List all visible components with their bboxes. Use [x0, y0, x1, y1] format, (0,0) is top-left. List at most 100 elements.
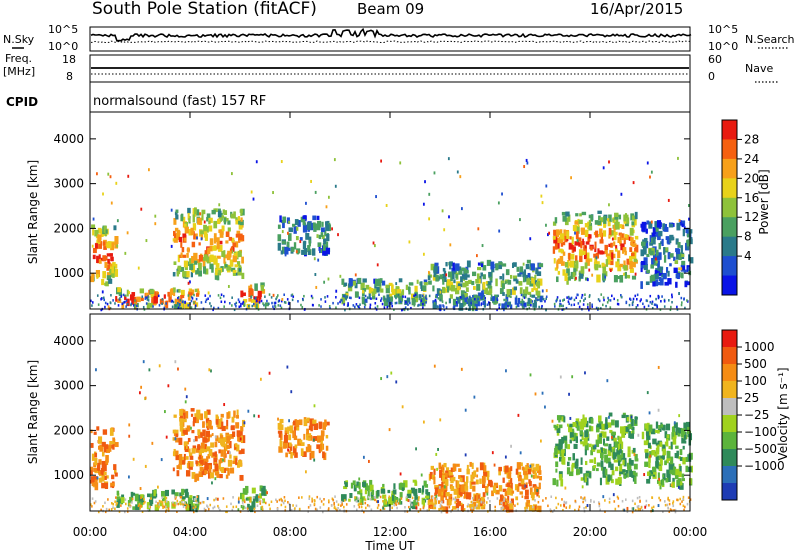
echo-cell: [539, 475, 543, 481]
echo-cell: [450, 284, 456, 292]
echo-cell: [117, 298, 122, 303]
echo-cell: [302, 241, 307, 250]
ground-scatter-cell: [230, 502, 232, 506]
ground-scatter-cell: [577, 302, 580, 305]
echo-cell: [555, 461, 559, 468]
echo-cell: [582, 250, 586, 256]
echo-cell: [303, 240, 307, 244]
echo-cell: [224, 467, 229, 471]
echo-cell: [231, 416, 235, 423]
echo-cell: [237, 434, 242, 442]
ground-scatter-cell: [404, 295, 407, 299]
sparse-echo-cell: [354, 273, 357, 277]
colorbar-swatch: [722, 483, 737, 501]
ground-scatter-cell: [589, 500, 592, 503]
ground-scatter-cell: [583, 506, 585, 510]
echo-cell: [588, 258, 593, 262]
echo-cell: [307, 437, 311, 441]
echo-cell: [643, 257, 648, 265]
echo-cell: [208, 449, 213, 457]
echo-cell: [569, 236, 572, 240]
echo-cell: [179, 413, 183, 419]
echo-cell: [188, 292, 193, 296]
ground-scatter-cell: [165, 302, 167, 305]
echo-cell: [614, 221, 617, 229]
echo-cell: [481, 505, 486, 510]
echo-cell: [640, 281, 643, 289]
echo-cell: [195, 462, 199, 467]
echo-cell: [178, 236, 183, 243]
echo-cell: [523, 471, 528, 476]
echo-cell: [249, 505, 254, 513]
echo-cell: [179, 425, 184, 432]
echo-cell: [452, 271, 455, 280]
ground-scatter-cell: [344, 308, 346, 312]
echo-cell: [644, 449, 649, 453]
ground-scatter-cell: [386, 305, 389, 309]
echo-cell: [568, 242, 573, 250]
ground-scatter-cell: [593, 500, 595, 504]
echo-cell: [619, 275, 624, 283]
echo-cell: [569, 423, 574, 428]
echo-cell: [215, 246, 218, 251]
sparse-echo-cell: [460, 367, 463, 371]
ground-scatter-cell: [583, 497, 585, 501]
echo-cell: [509, 482, 513, 490]
velocity-colorbar-label: Velocity [m s⁻¹]: [776, 367, 790, 460]
ground-scatter-cell: [353, 505, 356, 508]
sparse-echo-cell: [646, 161, 649, 165]
echo-cell: [227, 220, 231, 225]
sparse-echo-cell: [545, 223, 547, 227]
ground-scatter-cell: [584, 293, 586, 296]
ground-scatter-cell: [117, 304, 120, 307]
ground-scatter-cell: [194, 505, 197, 509]
echo-cell: [146, 502, 151, 510]
echo-cell: [371, 291, 375, 297]
echo-cell: [612, 451, 616, 460]
ground-scatter-cell: [193, 301, 195, 304]
ground-scatter-cell: [466, 505, 469, 508]
ground-scatter-cell: [616, 495, 619, 499]
ground-scatter-cell: [120, 504, 122, 507]
ground-scatter-cell: [133, 305, 136, 309]
echo-cell: [185, 470, 191, 477]
sparse-echo-cell: [547, 233, 549, 237]
ground-scatter-cell: [219, 509, 221, 512]
ground-scatter-cell: [388, 304, 390, 308]
echo-cell: [622, 264, 627, 269]
echo-cell: [179, 419, 184, 426]
echo-cell: [640, 267, 643, 273]
ground-scatter-cell: [607, 296, 609, 300]
echo-cell: [406, 493, 412, 499]
echo-cell: [600, 447, 603, 453]
echo-cell: [294, 452, 298, 458]
ground-scatter-cell: [90, 503, 92, 506]
echo-cell: [211, 267, 214, 273]
echo-cell: [113, 225, 117, 231]
echo-cell: [242, 300, 246, 307]
sparse-echo-cell: [380, 377, 383, 381]
ground-scatter-cell: [417, 510, 420, 513]
echo-cell: [247, 497, 251, 501]
echo-cell: [643, 263, 648, 271]
echo-cell: [559, 474, 563, 481]
sparse-echo-cell: [115, 181, 118, 185]
ground-scatter-cell: [503, 498, 506, 501]
ground-scatter-cell: [358, 307, 361, 310]
ground-scatter-cell: [112, 503, 115, 506]
ground-scatter-cell: [161, 302, 163, 306]
echo-cell: [615, 221, 620, 230]
ground-scatter-cell: [238, 305, 241, 309]
ground-scatter-cell: [359, 303, 361, 306]
echo-cell: [556, 261, 559, 269]
echo-cell: [671, 432, 676, 440]
echo-cell: [440, 495, 444, 503]
echo-cell: [686, 239, 691, 247]
ground-scatter-cell: [471, 510, 474, 513]
echo-cell: [559, 233, 565, 241]
ground-scatter-cell: [100, 308, 103, 312]
sparse-echo-cell: [473, 395, 476, 399]
colorbar-swatch: [722, 139, 737, 160]
ground-scatter-cell: [278, 299, 281, 302]
echo-cell: [191, 264, 195, 273]
